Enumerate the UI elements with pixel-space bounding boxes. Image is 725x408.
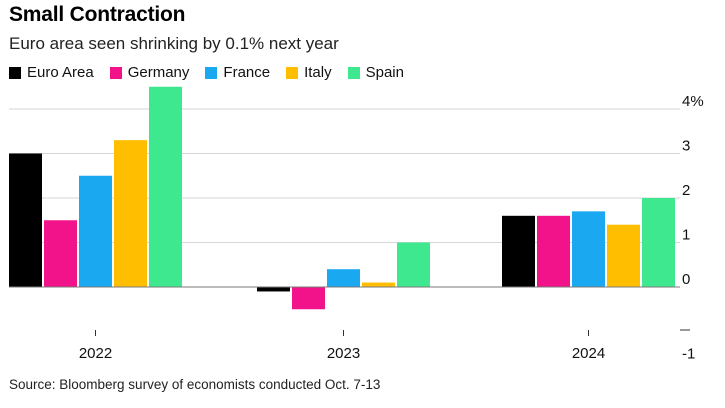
y-tick-label: -1 bbox=[682, 346, 695, 363]
bar-germany-2022 bbox=[44, 220, 77, 287]
legend-label: Spain bbox=[365, 64, 404, 81]
legend-swatch bbox=[109, 66, 122, 79]
legend-label: France bbox=[223, 64, 271, 81]
chart-title: Small Contraction bbox=[9, 3, 186, 26]
legend-label: Italy bbox=[304, 64, 332, 81]
legend: Euro Area Germany France Italy Spain bbox=[9, 64, 404, 81]
legend-item-spain: Spain bbox=[347, 64, 404, 81]
legend-item-italy: Italy bbox=[286, 64, 332, 81]
source-note: Source: Bloomberg survey of economists c… bbox=[9, 377, 381, 392]
x-tick-label: 2024 bbox=[572, 345, 605, 362]
bar-italy-2023 bbox=[362, 282, 395, 287]
legend-swatch bbox=[9, 66, 21, 79]
y-tick-label: 1 bbox=[682, 227, 690, 244]
legend-swatch bbox=[286, 66, 299, 79]
legend-item-france: France bbox=[205, 64, 270, 81]
x-tick-label: 2022 bbox=[79, 345, 112, 362]
bar-france-2022 bbox=[79, 175, 112, 287]
bar-euro-area-2024 bbox=[502, 215, 535, 287]
legend-swatch bbox=[347, 66, 360, 79]
legend-label: Euro Area bbox=[27, 64, 94, 81]
bar-italy-2024 bbox=[607, 224, 640, 287]
legend-swatch bbox=[205, 66, 218, 79]
legend-item-germany: Germany bbox=[109, 64, 190, 81]
bar-germany-2024 bbox=[537, 215, 570, 287]
y-tick-label: 4% bbox=[682, 93, 704, 110]
bar-germany-2023 bbox=[292, 287, 325, 310]
bar-chart: -1 0 1 2 3 4% 2022 2023 2024 bbox=[9, 86, 704, 363]
bar-italy-2022 bbox=[114, 140, 147, 287]
bar-france-2024 bbox=[572, 211, 605, 287]
bar-spain-2022 bbox=[149, 86, 182, 287]
bar-spain-2024 bbox=[642, 198, 675, 287]
legend-item-euro-area: Euro Area bbox=[9, 64, 94, 81]
bar-spain-2023 bbox=[397, 242, 430, 287]
bar-euro-area-2022 bbox=[9, 153, 42, 287]
legend-label: Germany bbox=[127, 64, 190, 81]
x-tick-label: 2023 bbox=[327, 345, 360, 362]
bar-france-2023 bbox=[327, 269, 360, 287]
y-tick-label: 3 bbox=[682, 138, 690, 155]
bar-euro-area-2023 bbox=[257, 287, 290, 292]
y-tick-label: 0 bbox=[682, 271, 690, 288]
chart-subtitle: Euro area seen shrinking by 0.1% next ye… bbox=[9, 34, 339, 53]
y-tick-label: 2 bbox=[682, 182, 690, 199]
